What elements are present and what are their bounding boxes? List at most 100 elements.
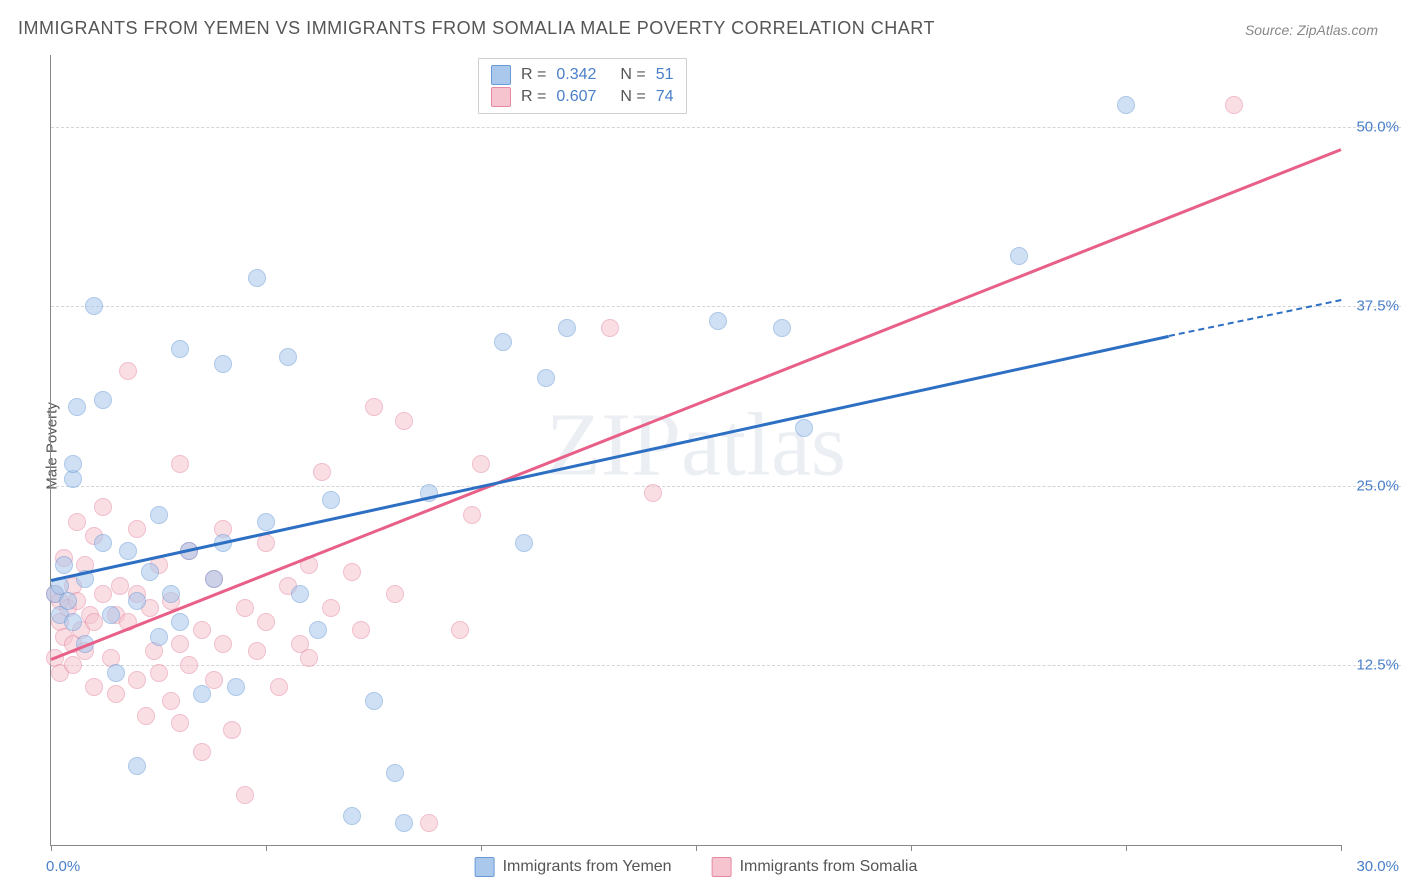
- scatter-point-somalia: [128, 520, 146, 538]
- scatter-point-yemen: [193, 685, 211, 703]
- scatter-point-yemen: [386, 764, 404, 782]
- plot-area: ZIPatlas R = 0.342 N = 51 R = 0.607 N = …: [50, 55, 1341, 846]
- y-tick-label: 37.5%: [1356, 298, 1399, 315]
- scatter-point-yemen: [68, 398, 86, 416]
- swatch-icon: [712, 857, 732, 877]
- scatter-point-yemen: [171, 340, 189, 358]
- scatter-point-somalia: [248, 642, 266, 660]
- r-value-somalia: 0.607: [556, 88, 596, 106]
- scatter-point-yemen: [128, 757, 146, 775]
- scatter-point-somalia: [420, 814, 438, 832]
- scatter-point-somalia: [171, 714, 189, 732]
- r-label: R =: [521, 66, 546, 84]
- scatter-point-yemen: [128, 592, 146, 610]
- scatter-point-yemen: [171, 613, 189, 631]
- scatter-point-somalia: [137, 707, 155, 725]
- scatter-point-somalia: [1225, 96, 1243, 114]
- x-tick-label: 0.0%: [46, 858, 80, 875]
- scatter-point-yemen: [279, 348, 297, 366]
- scatter-point-somalia: [150, 664, 168, 682]
- scatter-point-somalia: [107, 685, 125, 703]
- gridline: [51, 665, 1401, 666]
- x-tick-mark: [481, 845, 482, 851]
- scatter-point-somalia: [352, 621, 370, 639]
- gridline: [51, 486, 1401, 487]
- scatter-point-yemen: [64, 613, 82, 631]
- trendline-yemen-extrapolated: [1169, 299, 1341, 337]
- scatter-point-somalia: [193, 743, 211, 761]
- x-tick-mark: [911, 845, 912, 851]
- scatter-point-somalia: [270, 678, 288, 696]
- scatter-point-somalia: [451, 621, 469, 639]
- scatter-point-somalia: [300, 649, 318, 667]
- scatter-point-somalia: [162, 692, 180, 710]
- r-label: R =: [521, 88, 546, 106]
- source-label: Source: ZipAtlas.com: [1245, 22, 1378, 38]
- scatter-point-somalia: [365, 398, 383, 416]
- legend-row-somalia: R = 0.607 N = 74: [491, 87, 674, 107]
- scatter-point-somalia: [644, 484, 662, 502]
- scatter-point-somalia: [395, 412, 413, 430]
- scatter-point-yemen: [257, 513, 275, 531]
- scatter-point-yemen: [205, 570, 223, 588]
- scatter-point-yemen: [85, 297, 103, 315]
- scatter-point-somalia: [236, 786, 254, 804]
- scatter-point-somalia: [111, 577, 129, 595]
- series-legend: Immigrants from Yemen Immigrants from So…: [475, 857, 918, 877]
- scatter-point-yemen: [55, 556, 73, 574]
- n-label: N =: [620, 88, 645, 106]
- n-value-yemen: 51: [656, 66, 674, 84]
- scatter-point-somalia: [601, 319, 619, 337]
- scatter-point-somalia: [128, 671, 146, 689]
- scatter-point-yemen: [64, 455, 82, 473]
- scatter-point-yemen: [107, 664, 125, 682]
- x-tick-mark: [696, 845, 697, 851]
- scatter-point-somalia: [223, 721, 241, 739]
- scatter-point-yemen: [150, 506, 168, 524]
- scatter-point-yemen: [1117, 96, 1135, 114]
- scatter-point-somalia: [85, 613, 103, 631]
- y-tick-label: 12.5%: [1356, 657, 1399, 674]
- scatter-point-yemen: [343, 807, 361, 825]
- scatter-point-yemen: [227, 678, 245, 696]
- scatter-point-yemen: [709, 312, 727, 330]
- legend-label: Immigrants from Yemen: [503, 858, 672, 876]
- scatter-point-somalia: [119, 362, 137, 380]
- swatch-icon: [491, 87, 511, 107]
- scatter-point-somalia: [257, 613, 275, 631]
- scatter-point-yemen: [94, 391, 112, 409]
- scatter-point-yemen: [365, 692, 383, 710]
- scatter-point-somalia: [94, 585, 112, 603]
- scatter-point-yemen: [150, 628, 168, 646]
- scatter-point-yemen: [537, 369, 555, 387]
- scatter-point-somalia: [322, 599, 340, 617]
- trendline-somalia: [51, 148, 1342, 660]
- x-tick-mark: [1126, 845, 1127, 851]
- scatter-point-somalia: [214, 635, 232, 653]
- scatter-point-yemen: [248, 269, 266, 287]
- r-value-yemen: 0.342: [556, 66, 596, 84]
- legend-item-somalia: Immigrants from Somalia: [712, 857, 918, 877]
- scatter-point-somalia: [463, 506, 481, 524]
- scatter-point-somalia: [68, 513, 86, 531]
- y-tick-label: 50.0%: [1356, 118, 1399, 135]
- x-tick-mark: [266, 845, 267, 851]
- y-tick-label: 25.0%: [1356, 477, 1399, 494]
- scatter-point-yemen: [1010, 247, 1028, 265]
- n-value-somalia: 74: [656, 88, 674, 106]
- scatter-point-yemen: [795, 419, 813, 437]
- legend-label: Immigrants from Somalia: [740, 858, 918, 876]
- scatter-point-somalia: [343, 563, 361, 581]
- scatter-point-yemen: [494, 333, 512, 351]
- legend-row-yemen: R = 0.342 N = 51: [491, 65, 674, 85]
- gridline: [51, 306, 1401, 307]
- scatter-point-yemen: [773, 319, 791, 337]
- scatter-point-yemen: [119, 542, 137, 560]
- scatter-point-somalia: [257, 534, 275, 552]
- scatter-point-somalia: [64, 656, 82, 674]
- swatch-icon: [491, 65, 511, 85]
- x-tick-label: 30.0%: [1356, 858, 1399, 875]
- chart-title: IMMIGRANTS FROM YEMEN VS IMMIGRANTS FROM…: [18, 18, 935, 39]
- scatter-point-somalia: [236, 599, 254, 617]
- scatter-point-somalia: [205, 671, 223, 689]
